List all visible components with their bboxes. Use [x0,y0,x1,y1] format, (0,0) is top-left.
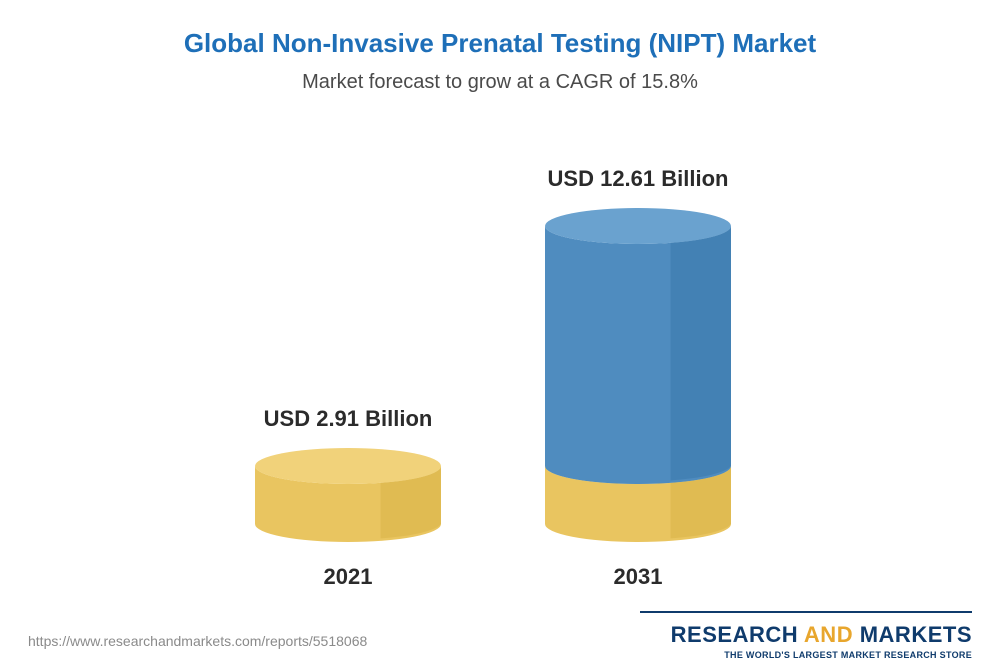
footer-divider [640,611,972,613]
chart-title: Global Non-Invasive Prenatal Testing (NI… [0,0,1000,59]
source-url: https://www.researchandmarkets.com/repor… [28,633,367,649]
logo-tagline: THE WORLD'S LARGEST MARKET RESEARCH STOR… [671,650,972,660]
logo-block: RESEARCH AND MARKETS THE WORLD'S LARGEST… [671,622,972,660]
footer: https://www.researchandmarkets.com/repor… [0,615,1000,667]
cylinder-chart-svg [0,104,1000,564]
chart-area: USD 2.91 Billion2021USD 12.61 Billion203… [0,104,1000,564]
logo-markets: MARKETS [860,622,972,647]
logo-and: AND [804,622,853,647]
year-label: 2031 [538,564,738,590]
logo-research: RESEARCH [671,622,798,647]
value-label: USD 2.91 Billion [218,406,478,432]
value-label: USD 12.61 Billion [508,166,768,192]
logo-main: RESEARCH AND MARKETS [671,622,972,648]
chart-subtitle: Market forecast to grow at a CAGR of 15.… [0,71,1000,94]
year-label: 2021 [248,564,448,590]
